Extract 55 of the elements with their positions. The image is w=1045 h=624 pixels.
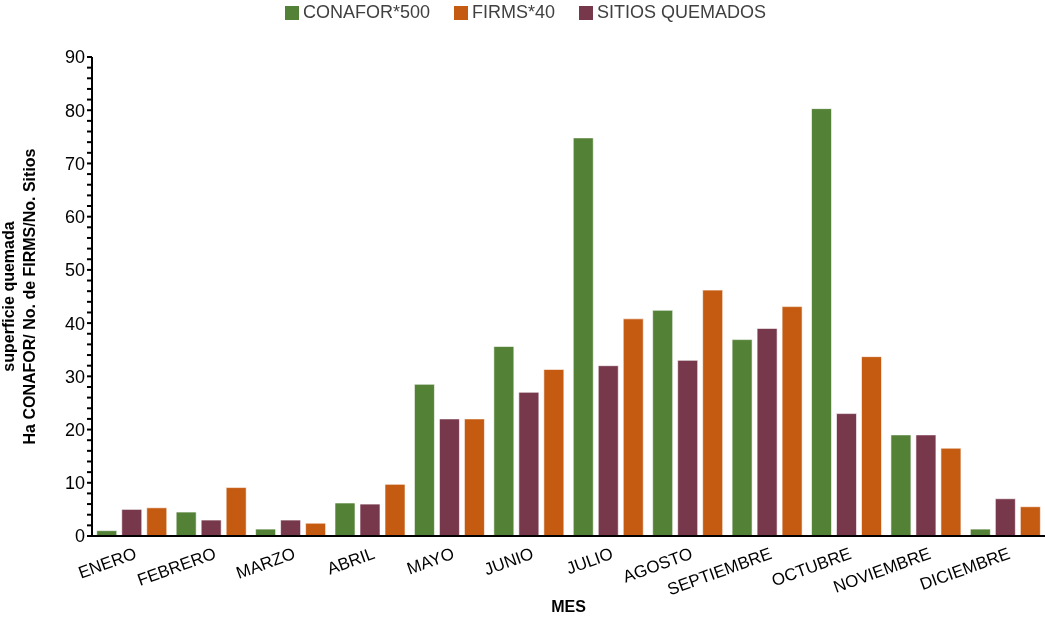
- x-tick-label: JULIO: [563, 543, 616, 579]
- y-tick-label: 60: [64, 207, 85, 228]
- legend-label: CONAFOR*500: [302, 2, 430, 22]
- legend-label: SITIOS QUEMADOS: [597, 2, 767, 22]
- bar: [890, 434, 912, 536]
- y-tick-label: 70: [64, 153, 85, 174]
- bar: [493, 346, 515, 536]
- bar: [146, 507, 168, 536]
- bar: [414, 384, 435, 536]
- y-tick-label: 10: [64, 473, 85, 494]
- y-tick-label: 0: [74, 526, 85, 547]
- y-tick-label: 90: [64, 47, 85, 68]
- y-axis-title: superficie quemada Ha CONAFOR/ No. de FIRMS/No. Sitios: [0, 148, 38, 445]
- bar: [543, 369, 565, 536]
- bar: [334, 502, 356, 536]
- x-axis-title: MES: [551, 598, 587, 615]
- bar: [731, 339, 753, 536]
- bar: [836, 413, 857, 536]
- bar: [702, 289, 723, 536]
- y-tick-label: 80: [64, 100, 85, 121]
- bar: [464, 418, 485, 536]
- bar: [940, 447, 962, 536]
- bar: [518, 392, 540, 536]
- bar: [811, 108, 832, 536]
- y-tick-label: 30: [64, 366, 85, 387]
- x-tick-label: MAYO: [404, 543, 457, 579]
- bar: [121, 509, 143, 536]
- bar: [1020, 506, 1041, 536]
- bar: [756, 328, 778, 536]
- bar: [96, 530, 118, 536]
- y-tick-label: 50: [64, 260, 85, 281]
- bar: [597, 365, 619, 536]
- bar: [280, 519, 301, 536]
- legend-label: FIRMS*40: [471, 2, 556, 22]
- y-tick-label: 20: [64, 419, 85, 440]
- bar: [225, 487, 247, 536]
- bar: [572, 137, 594, 536]
- bar: [439, 418, 460, 536]
- y-tick-label: 40: [64, 313, 85, 334]
- bar: [677, 360, 698, 536]
- bar: [384, 484, 406, 536]
- bar: [652, 310, 673, 536]
- bar: [970, 528, 991, 536]
- bar: [255, 528, 276, 536]
- bar: [915, 434, 937, 536]
- x-tick-label: ABRIL: [324, 543, 378, 579]
- bar: [995, 498, 1016, 536]
- bar: [305, 522, 326, 536]
- bar: [781, 306, 803, 536]
- bar: [622, 318, 644, 536]
- bar: [359, 503, 381, 536]
- bar: [200, 519, 222, 536]
- bar: [861, 356, 882, 536]
- x-tick-label: JUNIO: [481, 543, 537, 580]
- bar: [175, 511, 197, 536]
